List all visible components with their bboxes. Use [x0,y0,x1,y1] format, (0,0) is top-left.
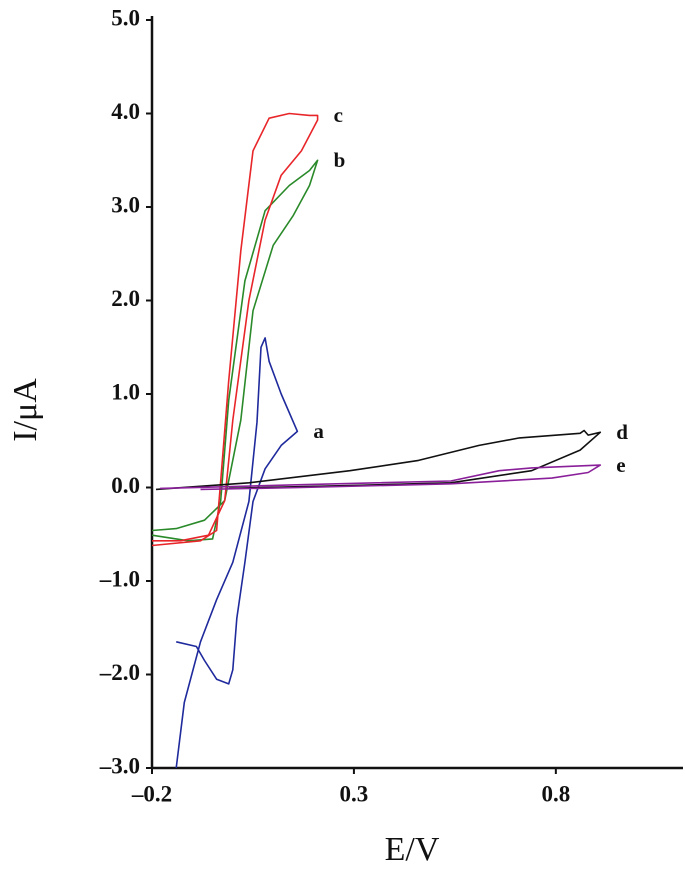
y-tick-label: 2.0 [111,286,140,311]
y-tick-label: 3.0 [111,192,140,217]
y-tick-label: 1.0 [111,379,140,404]
y-tick-label: 4.0 [111,99,140,124]
cv-curve [155,429,602,491]
curve-label: b [334,148,346,172]
x-tick-label: 0.8 [541,781,570,806]
x-tick-label: –0.2 [131,781,172,806]
y-axis-title: I/μA [7,378,44,442]
cv-curve [151,112,319,547]
y-tick-label: –2.0 [99,660,140,685]
curve-label: d [616,420,628,444]
y-tick-label: –1.0 [99,566,140,591]
cv-curve [160,464,602,491]
cv-curve [175,337,299,769]
x-axis-title: E/V [385,831,440,868]
curve-label: e [616,453,625,477]
y-tick-label: 0.0 [111,473,140,498]
x-tick-label: 0.3 [340,781,369,806]
y-tick-label: 5.0 [111,5,140,30]
curve-label: a [313,419,324,443]
y-tick-label: –3.0 [99,753,140,778]
curve-label: c [334,103,343,127]
